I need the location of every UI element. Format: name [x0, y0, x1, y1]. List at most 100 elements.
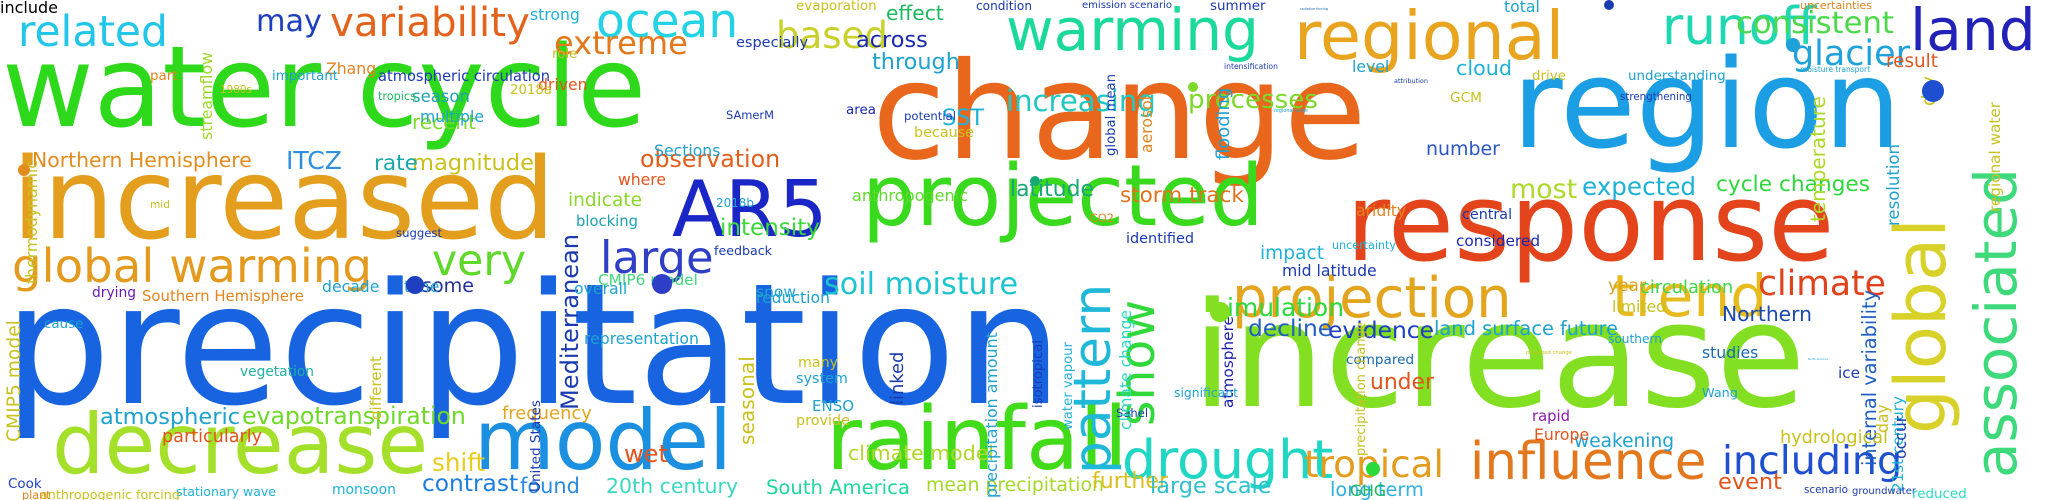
- word-monsoon: monsoon: [332, 482, 396, 498]
- word-climate-model: climate model: [848, 441, 994, 465]
- word-wet: wet: [624, 440, 668, 468]
- word-anthropogenic-forcing: anthropogenic forcing: [40, 487, 180, 500]
- word-aridity: aridity: [1356, 201, 1407, 220]
- word-total: total: [1504, 0, 1540, 16]
- word-precipitation-change: precipitation change: [1353, 322, 1369, 456]
- word-rate: rate: [374, 151, 418, 176]
- word-observation: observation: [640, 145, 781, 173]
- word-year: year: [1608, 275, 1646, 296]
- word-area: area: [846, 102, 876, 118]
- word-northern: Northern: [1722, 302, 1812, 326]
- word-summer: summer: [1210, 0, 1266, 14]
- word-different: different: [366, 356, 385, 420]
- word-consistent: consistent: [1736, 5, 1894, 41]
- word-cycle-changes: cycle changes: [1716, 172, 1871, 197]
- word-large: large: [600, 230, 714, 284]
- word-where: where: [618, 170, 666, 189]
- word-under: under: [1370, 370, 1434, 395]
- word-evidence: evidence: [1328, 315, 1435, 344]
- word-result: result: [1886, 51, 1938, 72]
- word-regional: regional: [1294, 0, 1565, 75]
- word-anthropogenic: anthropogenic: [852, 186, 968, 205]
- word-mid-latitude: mid latitude: [1282, 261, 1377, 280]
- word-streamflow: streamflow: [197, 51, 216, 140]
- word-impact: impact: [1260, 242, 1324, 264]
- word-central: central: [1462, 207, 1513, 223]
- word-co2: CO2: [1090, 210, 1115, 225]
- word-overall: overall: [574, 279, 628, 298]
- word-significant: significant: [1174, 385, 1238, 400]
- word-ghg: GHG: [1350, 481, 1387, 500]
- word-contrast: contrast: [422, 469, 519, 497]
- word-part: part: [150, 68, 178, 84]
- word-global-warming: global warming: [12, 239, 373, 294]
- word-2018b: 2018b: [716, 196, 754, 210]
- word-reduction: reduction: [756, 289, 830, 307]
- word-limited: limited: [1612, 297, 1667, 316]
- word-water-vapour: water vapour: [1060, 342, 1076, 430]
- word-ocean: ocean: [596, 0, 739, 49]
- bullet-dot: [1188, 82, 1198, 92]
- word-land-surface: land surface: [1434, 316, 1554, 340]
- word-hydrological: hydrological: [1780, 428, 1888, 448]
- word-region: region: [1512, 33, 1902, 177]
- word-compared: compared: [1346, 352, 1415, 368]
- word-especially: especially: [736, 35, 809, 51]
- word-southern: southern: [1608, 332, 1662, 346]
- word-enso: ENSO: [812, 396, 855, 415]
- word-some: some: [422, 273, 475, 297]
- word-aerosol: aerosol: [1137, 95, 1156, 153]
- word-evaporation: evaporation: [796, 0, 877, 14]
- word-regional-water: regional water: [1985, 102, 2004, 212]
- word-weakening: weakening: [1574, 430, 1675, 452]
- word-isotropical: isotropical: [1030, 340, 1046, 408]
- word-20th-century: 20th century: [606, 473, 739, 498]
- word-latitude: latitude: [1010, 177, 1094, 202]
- word-identified: identified: [1126, 231, 1195, 247]
- word-stationary-wave: stationary wave: [176, 484, 276, 499]
- word-linked: linked: [887, 351, 908, 405]
- word-level: level: [1352, 57, 1390, 76]
- word-drive: drive: [1532, 68, 1567, 84]
- word-cause: cause: [44, 316, 84, 332]
- word-frequency: frequency: [502, 403, 592, 424]
- word-driven: driven: [538, 75, 588, 94]
- word-shift: shift: [432, 447, 486, 477]
- word-evapotranspiration: evapotranspiration: [242, 402, 466, 430]
- word-blocking: blocking: [576, 212, 638, 230]
- word-snow: snow: [756, 283, 797, 301]
- word-gcm: GCM: [1450, 90, 1482, 106]
- word-zhang: Zhang: [326, 59, 377, 78]
- word-mean-precipitation: mean precipitation: [926, 474, 1104, 496]
- bullet-dot: [1210, 302, 1230, 322]
- word-climate: climate: [1758, 263, 1886, 304]
- word-large-scale: large scale: [1150, 473, 1272, 499]
- word-across: across: [856, 27, 928, 53]
- word-increase: increase: [1192, 272, 1806, 441]
- word-glacier: glacier: [1792, 33, 1910, 74]
- word-occur: occur: [1891, 415, 1910, 459]
- word-projected: projected: [862, 146, 1264, 246]
- word-vegetation: vegetation: [240, 364, 314, 380]
- word-land: land: [1910, 0, 2036, 64]
- word-uncertainties: uncertainties: [1800, 0, 1872, 12]
- word-northern-hemisphere: Northern Hemisphere: [32, 148, 252, 172]
- word-strengthening: strengthening: [1620, 91, 1692, 103]
- word-united-states: United States: [528, 400, 544, 492]
- word-reduced: reduced: [1912, 486, 1967, 500]
- word-influence: influence: [1470, 432, 1707, 492]
- word-including: including: [1722, 438, 1903, 484]
- word-day: day: [1873, 404, 1892, 433]
- word-emission-scenario: emission scenario: [1082, 0, 1172, 11]
- word-warming: warming: [1006, 0, 1260, 64]
- word-multiple: multiple: [420, 107, 484, 126]
- word-cmip5-model: CMIP5 model: [3, 320, 25, 442]
- word-event: event: [1718, 469, 1782, 495]
- word-indicate: indicate: [568, 189, 643, 211]
- word-many: many: [798, 355, 838, 371]
- word-sst: SST: [942, 105, 985, 131]
- word-long-term: long term: [1330, 477, 1424, 500]
- bullet-dot: [18, 164, 30, 176]
- word-potential: potential: [904, 109, 956, 123]
